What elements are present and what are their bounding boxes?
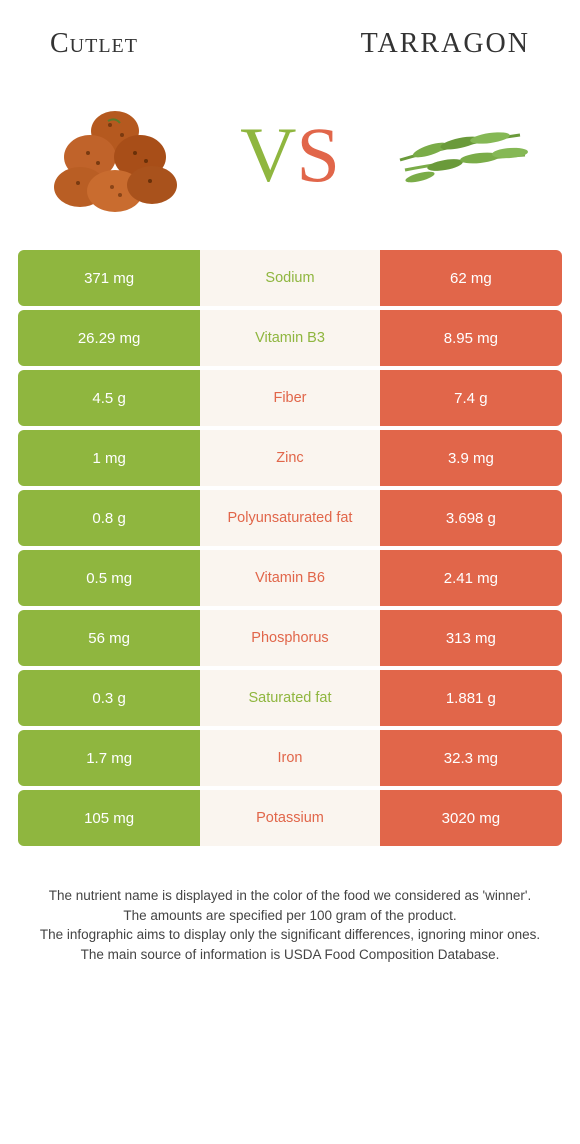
left-value: 371 mg bbox=[18, 250, 200, 306]
table-row: 26.29 mgVitamin B38.95 mg bbox=[18, 310, 562, 366]
nutrient-label: Phosphorus bbox=[200, 610, 380, 666]
table-row: 0.5 mgVitamin B62.41 mg bbox=[18, 550, 562, 606]
left-value: 105 mg bbox=[18, 790, 200, 846]
left-value: 1 mg bbox=[18, 430, 200, 486]
left-value: 0.3 g bbox=[18, 670, 200, 726]
right-value: 2.41 mg bbox=[380, 550, 562, 606]
nutrient-label: Polyunsaturated fat bbox=[200, 490, 380, 546]
nutrient-label: Fiber bbox=[200, 370, 380, 426]
table-row: 1 mgZinc3.9 mg bbox=[18, 430, 562, 486]
vs-row: VS bbox=[0, 70, 580, 250]
right-value: 313 mg bbox=[380, 610, 562, 666]
nutrient-label: Vitamin B3 bbox=[200, 310, 380, 366]
left-value: 26.29 mg bbox=[18, 310, 200, 366]
nutrient-label: Zinc bbox=[200, 430, 380, 486]
footer-line-4: The main source of information is USDA F… bbox=[30, 945, 550, 965]
left-value: 4.5 g bbox=[18, 370, 200, 426]
right-value: 3020 mg bbox=[380, 790, 562, 846]
right-value: 32.3 mg bbox=[380, 730, 562, 786]
left-food-title: Cutlet bbox=[50, 28, 138, 60]
right-value: 3.698 g bbox=[380, 490, 562, 546]
table-row: 56 mgPhosphorus313 mg bbox=[18, 610, 562, 666]
right-value: 1.881 g bbox=[380, 670, 562, 726]
right-value: 62 mg bbox=[380, 250, 562, 306]
table-row: 0.8 gPolyunsaturated fat3.698 g bbox=[18, 490, 562, 546]
vs-label: VS bbox=[240, 116, 340, 194]
header: Cutlet TARRAGON bbox=[0, 0, 580, 70]
left-value: 0.8 g bbox=[18, 490, 200, 546]
nutrient-table: 371 mgSodium62 mg26.29 mgVitamin B38.95 … bbox=[18, 250, 562, 846]
right-food-title: TARRAGON bbox=[361, 28, 530, 60]
table-row: 4.5 gFiber7.4 g bbox=[18, 370, 562, 426]
left-value: 56 mg bbox=[18, 610, 200, 666]
nutrient-label: Saturated fat bbox=[200, 670, 380, 726]
cutlet-image bbox=[40, 90, 190, 220]
right-value: 8.95 mg bbox=[380, 310, 562, 366]
table-row: 371 mgSodium62 mg bbox=[18, 250, 562, 306]
nutrient-label: Potassium bbox=[200, 790, 380, 846]
nutrient-label: Vitamin B6 bbox=[200, 550, 380, 606]
footer-notes: The nutrient name is displayed in the co… bbox=[0, 850, 580, 964]
footer-line-3: The infographic aims to display only the… bbox=[30, 925, 550, 945]
footer-line-2: The amounts are specified per 100 gram o… bbox=[30, 906, 550, 926]
footer-line-1: The nutrient name is displayed in the co… bbox=[30, 886, 550, 906]
tarragon-image bbox=[390, 90, 540, 220]
nutrient-label: Iron bbox=[200, 730, 380, 786]
vs-s-letter: S bbox=[296, 116, 339, 194]
table-row: 1.7 mgIron32.3 mg bbox=[18, 730, 562, 786]
table-row: 105 mgPotassium3020 mg bbox=[18, 790, 562, 846]
left-value: 0.5 mg bbox=[18, 550, 200, 606]
right-value: 7.4 g bbox=[380, 370, 562, 426]
table-row: 0.3 gSaturated fat1.881 g bbox=[18, 670, 562, 726]
vs-v-letter: V bbox=[240, 116, 296, 194]
nutrient-label: Sodium bbox=[200, 250, 380, 306]
left-value: 1.7 mg bbox=[18, 730, 200, 786]
right-value: 3.9 mg bbox=[380, 430, 562, 486]
